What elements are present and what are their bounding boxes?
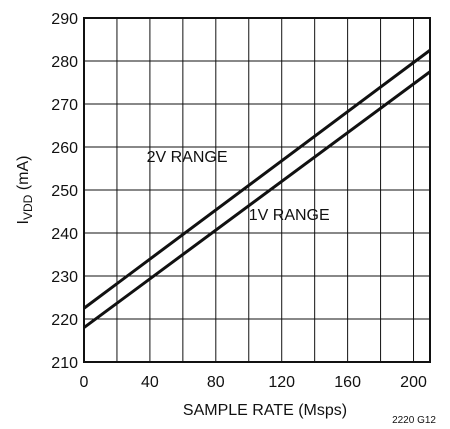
series-line-2v-range <box>83 49 431 310</box>
y-axis-title-unit: (mA) <box>15 156 32 195</box>
y-tick-label: 280 <box>51 54 78 71</box>
y-tick-label: 290 <box>51 11 78 28</box>
y-tick-label: 240 <box>51 226 78 243</box>
y-tick-label: 230 <box>51 269 78 286</box>
series-line-1v-range <box>83 70 431 329</box>
x-tick-label: 120 <box>268 374 295 391</box>
x-tick-label: 200 <box>400 374 427 391</box>
y-axis-title-main: I <box>15 220 32 224</box>
plot-frame <box>83 17 431 363</box>
y-axis-title: IVDD (mA) <box>15 156 35 225</box>
series-label-2v-range: 2V RANGE <box>147 149 228 166</box>
series-label-1v-range: 1V RANGE <box>249 207 330 224</box>
y-tick-label: 250 <box>51 183 78 200</box>
y-axis-title-subscript: VDD <box>21 194 35 220</box>
figure-id: 2220 G12 <box>392 415 436 426</box>
y-tick-label: 260 <box>51 140 78 157</box>
x-axis-title: SAMPLE RATE (Msps) <box>183 402 347 419</box>
x-tick-label: 160 <box>334 374 361 391</box>
y-tick-labels: 210 220 230 240 250 260 270 280 290 <box>51 11 78 372</box>
x-tick-label: 80 <box>207 374 225 391</box>
y-tick-label: 220 <box>51 312 78 329</box>
x-tick-labels: 0 40 80 120 160 200 <box>80 374 427 391</box>
x-tick-label: 0 <box>80 374 89 391</box>
x-tick-label: 40 <box>141 374 159 391</box>
y-tick-label: 210 <box>51 355 78 372</box>
grid <box>84 18 430 362</box>
series-lines <box>83 49 431 329</box>
y-tick-label: 270 <box>51 97 78 114</box>
